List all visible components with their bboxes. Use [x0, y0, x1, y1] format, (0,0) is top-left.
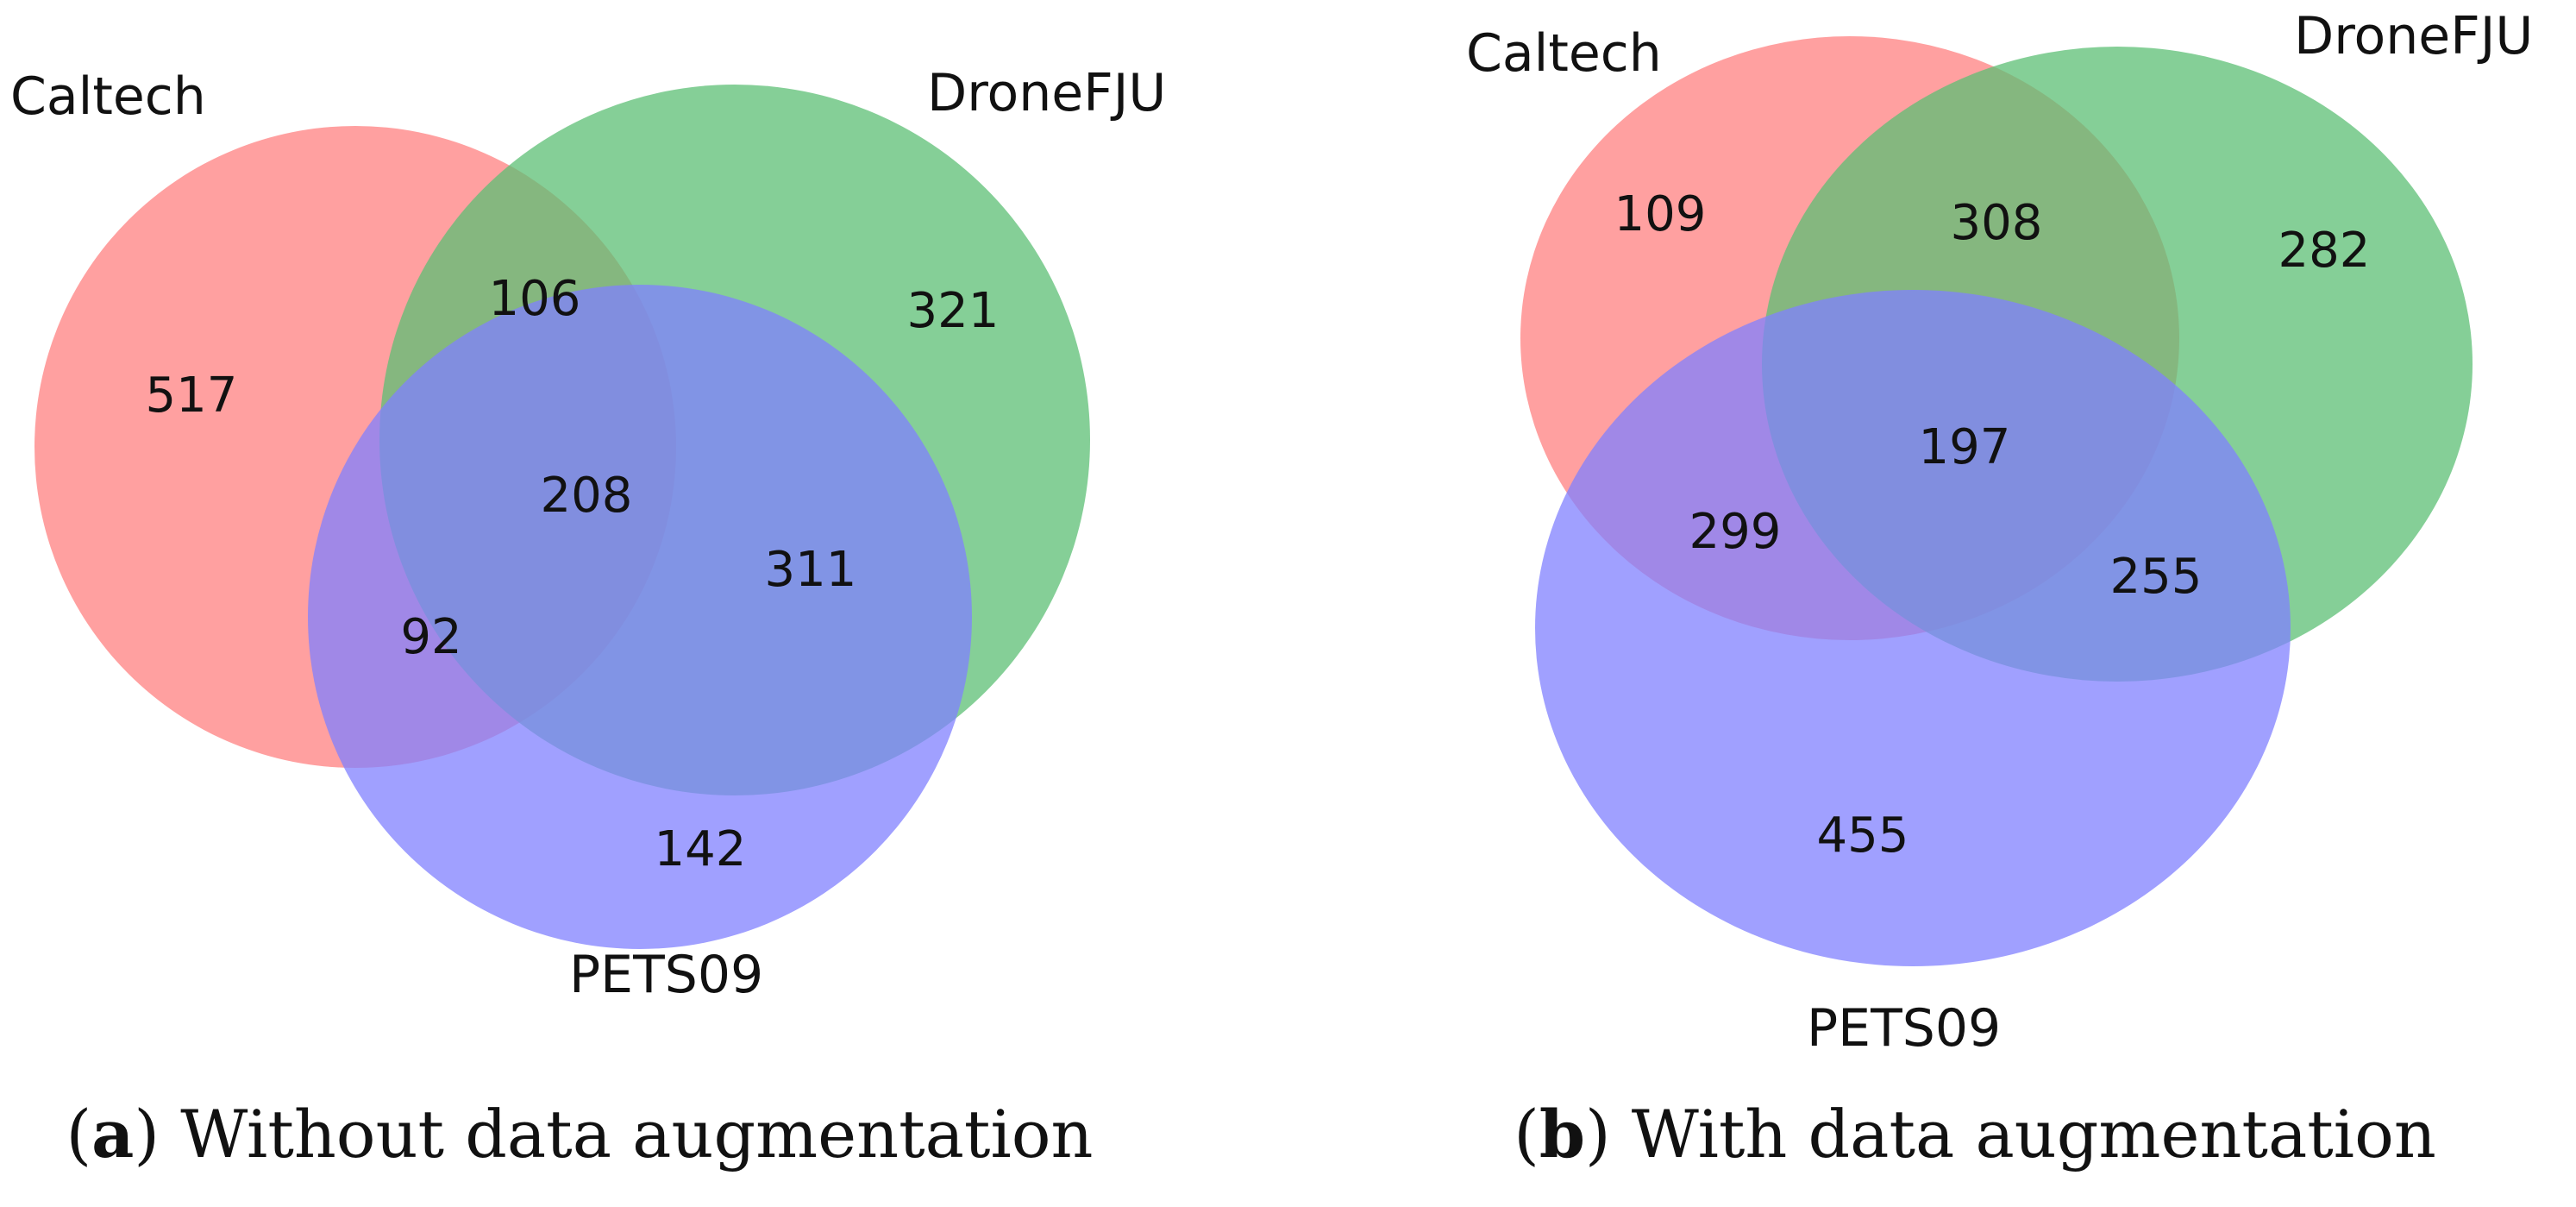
venn-a-pets09-circle: [308, 285, 972, 949]
venn-panel-b: Caltech DroneFJU PETS09 109 282 455 308 …: [1466, 6, 2533, 1059]
venn-b-caltech-label: Caltech: [1466, 23, 1662, 84]
venn-a-caltech-only-count: 517: [146, 368, 238, 424]
venn-b-dronefju-label: DroneFJU: [2294, 6, 2533, 66]
caption-b: (b) With data augmentation: [1514, 1096, 2436, 1172]
caption-a-text: Without data augmentation: [180, 1096, 1094, 1172]
venn-b-pets09-label: PETS09: [1807, 998, 2001, 1059]
venn-a-all-three-count: 208: [541, 468, 633, 524]
caption-b-letter: b: [1539, 1096, 1585, 1172]
venn-panel-a: Caltech DroneFJU PETS09 517 321 142 106 …: [10, 63, 1166, 1005]
venn-b-dronefju-pets09-count: 255: [2110, 549, 2203, 605]
caption-b-text: With data augmentation: [1631, 1096, 2436, 1172]
venn-a-caltech-pets09-count: 92: [400, 609, 461, 665]
venn-a-pets09-only-count: 142: [655, 821, 747, 877]
venn-b-dronefju-only-count: 282: [2278, 223, 2371, 279]
venn-a-dronefju-label: DroneFJU: [927, 63, 1166, 123]
caption-a-letter: a: [91, 1096, 135, 1172]
venn-b-caltech-dronefju-count: 308: [1951, 195, 2043, 251]
venn-b-caltech-pets09-count: 299: [1689, 504, 1782, 560]
caption-a: (a) Without data augmentation: [66, 1096, 1094, 1172]
venn-a-caltech-dronefju-count: 106: [489, 271, 581, 327]
venn-b-all-three-count: 197: [1919, 419, 2011, 475]
venn-a-caltech-label: Caltech: [10, 66, 206, 127]
venn-a-dronefju-pets09-count: 311: [765, 542, 857, 598]
venn-b-pets09-ellipse: [1535, 290, 2291, 966]
venn-b-pets09-only-count: 455: [1817, 808, 1909, 864]
venn-a-dronefju-only-count: 321: [907, 283, 1000, 339]
venn-b-caltech-only-count: 109: [1614, 186, 1707, 242]
venn-a-pets09-label: PETS09: [569, 945, 763, 1005]
